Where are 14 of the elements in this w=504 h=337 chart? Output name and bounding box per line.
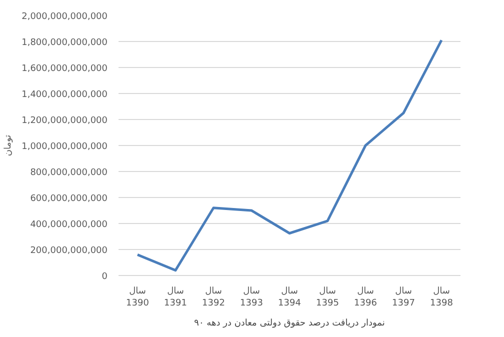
y-tick-label: 800,000,000,000 [30,168,108,178]
text: نمودار دریافت درصد حقوق دولتی معادن در دهه ۹۰ [194,318,385,328]
y-tick-label: 1,400,000,000,000 [22,90,108,100]
y-axis-title: تومان [4,134,14,156]
line-series [136,38,443,272]
y-tick-label: 600,000,000,000 [30,194,108,204]
y-tick-label: 200,000,000,000 [30,246,108,256]
y-tick-label: 400,000,000,000 [30,220,108,230]
y-tick-label: 1,200,000,000,000 [22,116,108,126]
y-tick-label: 2,000,000,000,000 [22,12,108,22]
y-tick-label: 1,000,000,000,000 [22,142,108,152]
y-tick-label: 1,600,000,000,000 [22,64,108,74]
y-tick-label: 1,800,000,000,000 [22,38,108,48]
y-tick-label: 0 [102,272,108,282]
